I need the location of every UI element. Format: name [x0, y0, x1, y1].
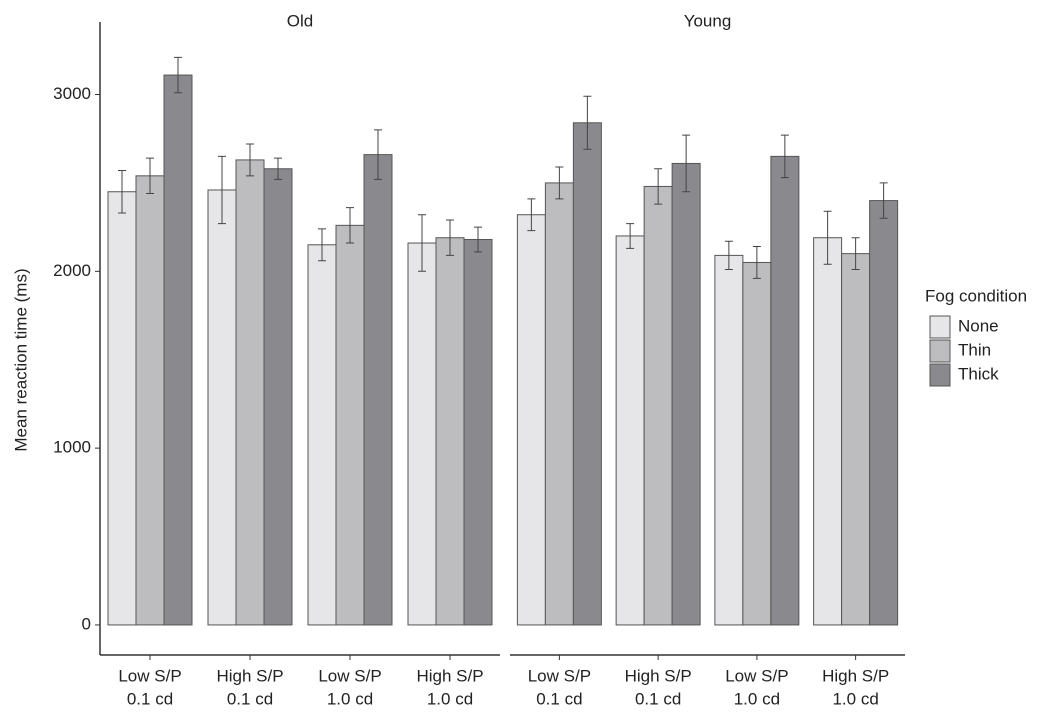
x-tick-label: 0.1 cd [536, 689, 582, 708]
legend-swatch [929, 315, 951, 339]
x-tick-label: 1.0 cd [734, 689, 780, 708]
bar [813, 237, 843, 626]
error-bar [555, 166, 564, 200]
panel-title: Old [287, 11, 313, 30]
bar [714, 254, 744, 626]
error-bar [752, 246, 761, 279]
bar [643, 185, 673, 626]
x-tick-label: 1.0 cd [327, 689, 373, 708]
legend-title: Fog condition [925, 286, 1027, 305]
error-bar [218, 155, 226, 225]
bar [742, 261, 772, 626]
bar [544, 182, 574, 626]
error-bar [654, 168, 663, 205]
bar [207, 189, 237, 626]
bar [235, 159, 265, 626]
x-tick-label: Low S/P [528, 666, 591, 685]
error-bar [780, 134, 789, 179]
error-bar [174, 56, 182, 94]
error-bar [851, 237, 860, 271]
error-bar [146, 157, 154, 195]
bar [107, 191, 137, 626]
error-bar [418, 214, 426, 272]
bar [263, 168, 293, 626]
legend-label: Thick [958, 364, 999, 383]
error-bar [879, 182, 888, 219]
x-tick-label: 0.1 cd [227, 689, 273, 708]
x-tick-label: High S/P [625, 666, 692, 685]
error-bar [583, 95, 592, 150]
bar [463, 238, 493, 626]
bar [869, 200, 899, 626]
legend-label: Thin [958, 340, 991, 359]
x-tick-label: High S/P [216, 666, 283, 685]
y-axis-title: Mean reaction time (ms) [11, 268, 30, 451]
panel-title: Young [684, 11, 732, 30]
legend-label: None [958, 316, 999, 335]
error-bar [682, 134, 691, 193]
error-bar [274, 157, 282, 180]
error-bar [527, 198, 536, 232]
bar [671, 162, 701, 626]
legend-swatch [929, 339, 951, 363]
error-bar [118, 170, 126, 214]
bar [572, 122, 602, 626]
error-bar [374, 129, 382, 180]
y-tick-label: 3000 [53, 84, 91, 103]
x-tick-label: High S/P [416, 666, 483, 685]
error-bar [474, 226, 482, 253]
x-tick-label: 1.0 cd [427, 689, 473, 708]
bar [841, 253, 871, 626]
bar [516, 214, 546, 626]
y-tick-label: 0 [82, 614, 91, 633]
bar [770, 155, 800, 626]
x-tick-label: 0.1 cd [635, 689, 681, 708]
x-tick-label: Low S/P [118, 666, 181, 685]
bar [307, 244, 337, 626]
legend-swatch [929, 363, 951, 387]
x-tick-label: High S/P [822, 666, 889, 685]
error-bar [318, 228, 326, 262]
x-tick-label: 0.1 cd [127, 689, 173, 708]
error-bar [246, 143, 254, 177]
y-tick-label: 1000 [53, 438, 91, 457]
bar [435, 237, 465, 626]
bar [615, 235, 645, 626]
y-tick-label: 2000 [53, 261, 91, 280]
bar [363, 154, 393, 626]
bar [135, 175, 165, 626]
bar [335, 224, 365, 626]
x-tick-label: Low S/P [318, 666, 381, 685]
x-tick-label: 1.0 cd [832, 689, 878, 708]
error-bar [626, 223, 635, 249]
error-bar [823, 210, 832, 265]
error-bar [724, 240, 733, 271]
bar [407, 242, 437, 626]
bar [163, 74, 193, 626]
x-tick-label: Low S/P [725, 666, 788, 685]
error-bar [446, 219, 454, 256]
error-bar [346, 207, 354, 244]
